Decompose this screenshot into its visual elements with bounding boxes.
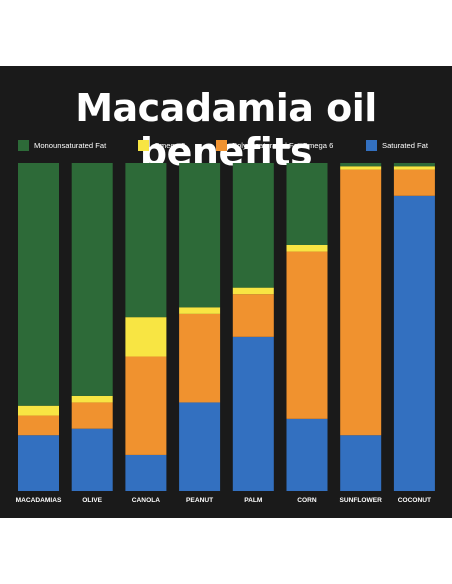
bar-segment-canola-monounsaturated-fat (125, 163, 167, 318)
x-tick-label-olive: OLIVE (82, 497, 102, 504)
bar-segment-canola-saturated-fat (125, 454, 167, 491)
bar-segment-canola-omega-3 (125, 317, 167, 357)
bar-segment-peanut-saturated-fat (179, 402, 221, 491)
bar-segment-sunflower-monounsaturated-fat (340, 163, 382, 167)
bar-segment-corn-omega-3 (286, 245, 328, 252)
legend-item-monounsaturated: Monounsaturated Fat (18, 138, 106, 152)
bar-segment-macadamias-monounsaturated-fat (18, 163, 59, 406)
bar-segment-palm-saturated-fat (232, 336, 274, 491)
bar-segment-corn-polyunsaturated-fat-omega-6 (286, 251, 328, 419)
bar-segment-palm-omega-3 (232, 287, 274, 295)
x-tick-label-coconut: COCONUT (398, 497, 431, 504)
bar-segment-coconut-polyunsaturated-fat-omega-6 (393, 169, 435, 196)
legend-label-omega3: Omega 3 (154, 140, 186, 150)
bar-segment-olive-polyunsaturated-fat-omega-6 (71, 402, 113, 429)
chart-title: Macadamia oil benefits (75, 86, 377, 174)
legend-item-saturated: Saturated Fat (366, 138, 428, 152)
legend-swatch-saturated (366, 139, 377, 151)
x-tick-label-canola: CANOLA (132, 497, 160, 504)
bar-segment-peanut-polyunsaturated-fat-omega-6 (179, 313, 221, 403)
x-tick-label-peanut: PEANUT (186, 497, 213, 504)
bar-segment-peanut-omega-3 (179, 307, 221, 314)
bar-segment-coconut-monounsaturated-fat (393, 163, 435, 167)
bar-segment-sunflower-omega-3 (340, 166, 382, 170)
bar-segment-olive-monounsaturated-fat (71, 163, 113, 396)
legend-item-omega3: Omega 3 (138, 138, 185, 152)
bar-segment-corn-saturated-fat (286, 418, 328, 491)
legend-item-omega6: Polyunsaturated Fat Omega 6 (216, 138, 333, 152)
bar-segment-macadamias-saturated-fat (18, 435, 59, 491)
x-tick-label-corn: CORN (297, 497, 317, 504)
bar-segment-macadamias-omega-3 (18, 405, 59, 416)
legend-swatch-omega3 (138, 139, 149, 151)
bar-segment-olive-saturated-fat (71, 428, 113, 491)
legend-swatch-monounsaturated (18, 139, 29, 151)
bar-segment-palm-monounsaturated-fat (232, 163, 274, 288)
bar-segment-coconut-omega-3 (393, 166, 435, 170)
legend-label-monounsaturated: Monounsaturated Fat (34, 140, 107, 150)
legend-swatch-omega6 (216, 139, 227, 151)
bar-segment-olive-omega-3 (71, 395, 113, 403)
bar-segment-corn-monounsaturated-fat (286, 163, 328, 245)
legend-label-saturated: Saturated Fat (382, 140, 429, 150)
x-tick-label-macadamias: MACADAMIAS (16, 497, 62, 504)
bar-segment-canola-polyunsaturated-fat-omega-6 (125, 356, 167, 455)
bar-segment-macadamias-polyunsaturated-fat-omega-6 (18, 415, 59, 436)
legend: Monounsaturated Fat Omega 3 Polyunsatura… (18, 138, 438, 152)
x-tick-label-sunflower: SUNFLOWER (339, 497, 382, 504)
bar-segment-coconut-saturated-fat (393, 195, 435, 492)
bar-segment-sunflower-saturated-fat (340, 435, 382, 491)
bar-segment-palm-polyunsaturated-fat-omega-6 (232, 294, 274, 337)
bar-segment-peanut-monounsaturated-fat (179, 163, 221, 308)
bar-segment-sunflower-polyunsaturated-fat-omega-6 (340, 169, 382, 436)
legend-label-omega6: Polyunsaturated Fat Omega 6 (232, 140, 334, 150)
x-tick-label-palm: PALM (244, 497, 263, 504)
